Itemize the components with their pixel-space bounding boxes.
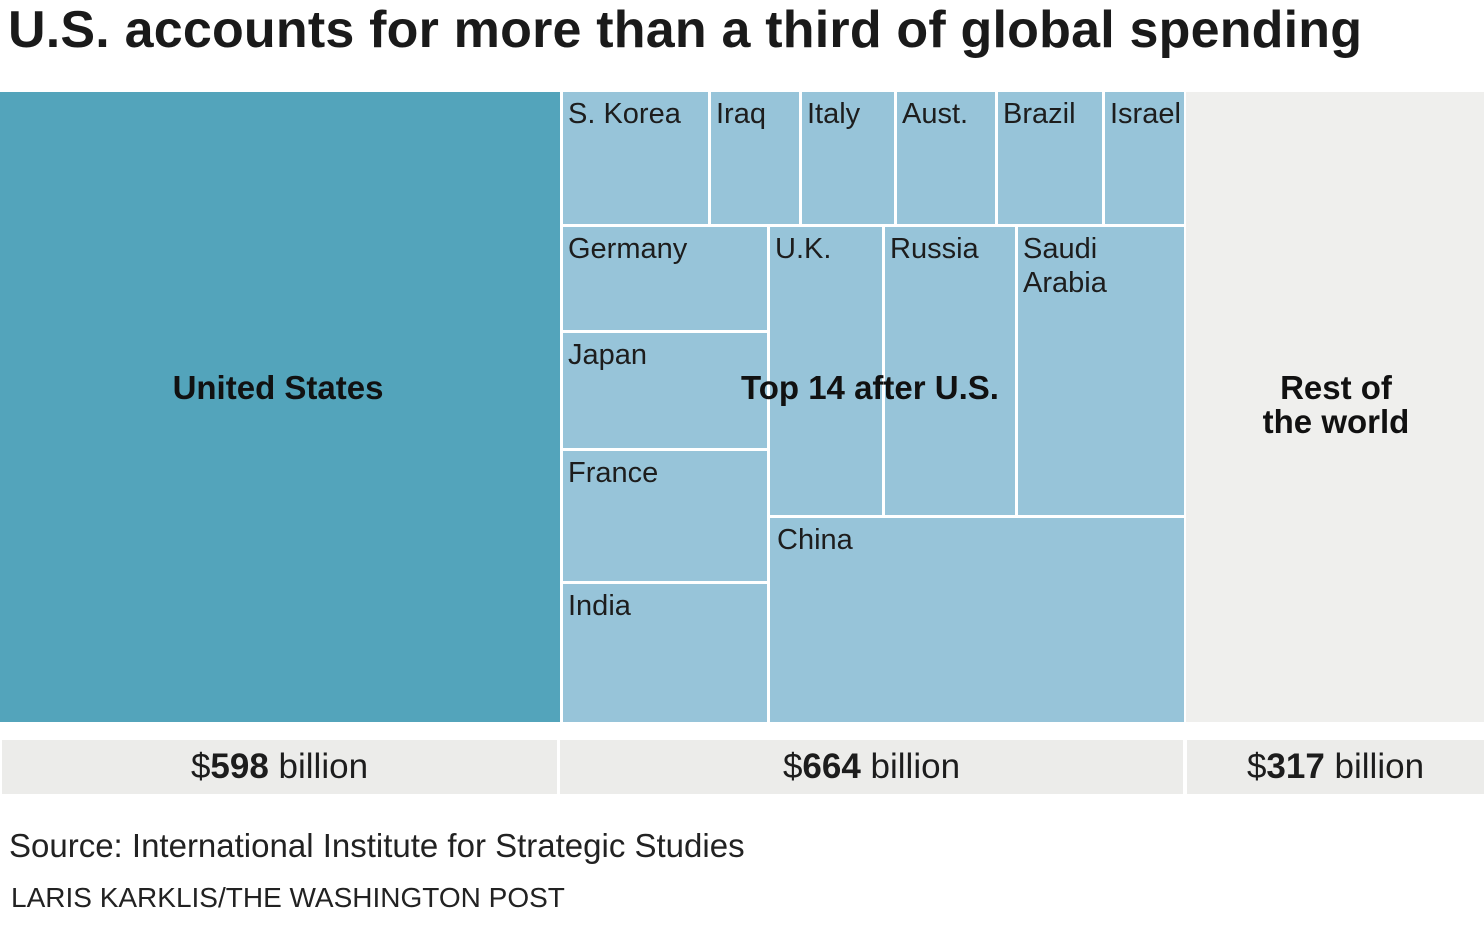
country-label-saudi-line1: Saudi (1023, 233, 1098, 265)
country-label-india: India (568, 590, 631, 622)
country-label-russia: Russia (890, 233, 979, 265)
country-label-germany: Germany (568, 233, 688, 265)
group-label-rest-line2: the world (1262, 403, 1410, 440)
country-label-saudi-arabia: Saudi Arabia (1023, 232, 1107, 300)
total-rest-value: 317 (1266, 747, 1325, 786)
source-note: Source: International Institute for Stra… (9, 827, 745, 864)
total-us-prefix: $ (190, 747, 211, 786)
total-rest-suffix: billion (1324, 747, 1425, 786)
group-label-top-14: Top 14 after U.S. (741, 369, 999, 406)
country-label-uk: U.K. (775, 233, 832, 265)
treemap-cell-s-korea: S. Korea (563, 92, 708, 224)
total-rest-prefix: $ (1246, 747, 1267, 786)
total-united-states: $598 billion (2, 740, 557, 794)
country-label-israel: Israel (1110, 98, 1181, 130)
total-us-value: 598 (210, 747, 269, 786)
treemap-cell-russia: Russia (885, 227, 1015, 515)
treemap-cell-uk: U.K. (770, 227, 882, 515)
treemap-cell-germany: Germany (563, 227, 767, 330)
treemap-cell-rest-of-world (1186, 92, 1484, 722)
total-top-14: $664 billion (560, 740, 1183, 794)
country-label-china: China (777, 524, 853, 556)
group-label-rest-of-world: Rest of the world (1186, 371, 1484, 439)
chart-title: U.S. accounts for more than a third of g… (8, 1, 1363, 59)
country-label-japan: Japan (568, 339, 648, 371)
total-top14-prefix: $ (782, 747, 803, 786)
total-top14-suffix: billion (860, 747, 961, 786)
treemap-cell-saudi-arabia: Saudi Arabia (1018, 227, 1184, 515)
treemap: S. Korea Iraq Italy Aust. Brazil Israel … (0, 92, 1484, 722)
treemap-cell-aust: Aust. (897, 92, 995, 224)
total-rest-of-world: $317 billion (1187, 740, 1484, 794)
group-label-rest-line1: Rest of (1280, 369, 1392, 406)
treemap-cell-israel: Israel (1105, 92, 1184, 224)
treemap-cell-brazil: Brazil (998, 92, 1102, 224)
treemap-cell-india: India (563, 584, 767, 722)
treemap-cell-france: France (563, 451, 767, 581)
country-label-aust: Aust. (902, 98, 969, 130)
group-label-united-states: United States (172, 369, 384, 406)
country-label-brazil: Brazil (1003, 98, 1076, 130)
treemap-cell-japan: Japan (563, 333, 767, 448)
treemap-cell-italy: Italy (802, 92, 894, 224)
country-label-france: France (568, 457, 659, 489)
total-us-suffix: billion (268, 747, 369, 786)
treemap-cell-china: China (770, 518, 1184, 722)
treemap-cell-iraq: Iraq (711, 92, 799, 224)
country-label-saudi-line2: Arabia (1023, 267, 1107, 299)
country-label-s-korea: S. Korea (568, 98, 681, 130)
country-label-iraq: Iraq (716, 98, 766, 130)
total-top14-value: 664 (802, 747, 861, 786)
country-label-italy: Italy (807, 98, 861, 130)
treemap-cell-united-states (0, 92, 560, 722)
credit-line: LARIS KARKLIS/THE WASHINGTON POST (11, 882, 565, 913)
